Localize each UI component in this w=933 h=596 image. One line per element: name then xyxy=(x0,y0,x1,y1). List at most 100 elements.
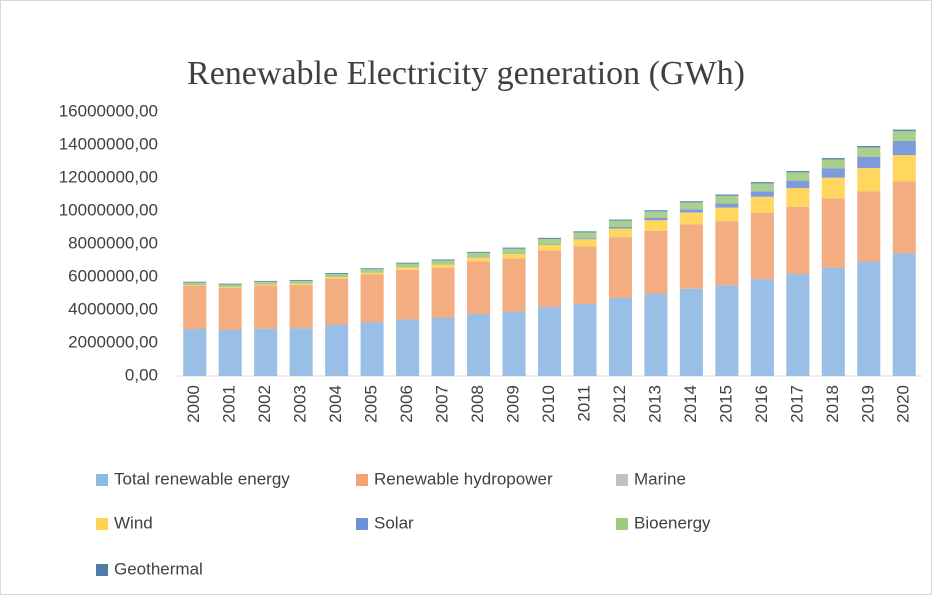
bar-segment xyxy=(644,230,668,294)
bar-segment xyxy=(644,293,668,376)
bar-segment xyxy=(679,209,703,213)
bar-segment xyxy=(679,224,703,289)
x-tick-label: 2006 xyxy=(397,385,416,423)
bar-segment xyxy=(254,284,278,286)
bar-segment xyxy=(183,285,207,329)
bar-segment xyxy=(218,287,242,288)
bar-segment xyxy=(502,253,526,259)
legend-label: Renewable hydropower xyxy=(374,469,553,488)
bar-segment xyxy=(183,285,207,286)
y-tick-label: 6000000,00 xyxy=(68,266,158,285)
bar-segment xyxy=(892,155,916,182)
bar-segment xyxy=(821,159,845,169)
bar-segment xyxy=(715,195,739,204)
bar-segment xyxy=(325,273,349,278)
x-tick-label: 2016 xyxy=(752,385,771,423)
bar-segment xyxy=(679,212,703,225)
bar-segment xyxy=(467,251,491,253)
bar-segment xyxy=(467,261,491,314)
bar-segment xyxy=(644,211,668,218)
bar-segment xyxy=(715,207,739,222)
bar-segment xyxy=(289,328,313,376)
bar-segment xyxy=(325,324,349,376)
bar-segment xyxy=(431,259,455,261)
bar-segment xyxy=(786,170,810,173)
bar-segment xyxy=(467,252,491,258)
x-tick-label: 2012 xyxy=(610,385,629,423)
bar-segment xyxy=(360,272,384,275)
bar-segment xyxy=(715,194,739,196)
bar-segment xyxy=(608,237,632,298)
bar-segment xyxy=(715,221,739,286)
bar-segment xyxy=(786,206,810,275)
bar-segment xyxy=(857,156,881,169)
bar-segment xyxy=(892,131,916,142)
y-tick-label: 16000000,00 xyxy=(59,101,158,120)
bar-segment xyxy=(573,232,597,239)
legend-swatch xyxy=(356,518,368,530)
bar-segment xyxy=(608,226,632,229)
bar-segment xyxy=(289,279,313,281)
legend-label: Total renewable energy xyxy=(114,469,290,488)
bar-segment xyxy=(857,191,881,262)
bar-segment xyxy=(821,158,845,160)
bar-segment xyxy=(537,244,562,245)
bar-segment xyxy=(218,283,242,285)
bar-segment xyxy=(644,210,668,212)
legend-label: Marine xyxy=(634,469,686,488)
bar-segment xyxy=(715,285,739,376)
bar-segment xyxy=(892,181,916,254)
y-tick-label: 2000000,00 xyxy=(68,332,158,351)
bar-segment xyxy=(289,284,313,329)
legend-swatch xyxy=(356,474,368,486)
bar-segment xyxy=(254,328,278,376)
bar-segment xyxy=(254,281,278,285)
x-tick-label: 2002 xyxy=(255,385,274,423)
bar-segment xyxy=(821,267,845,376)
bar-segment xyxy=(786,172,810,181)
bar-segment xyxy=(467,257,491,262)
bar-segment xyxy=(857,261,881,376)
bar-segment xyxy=(857,168,881,192)
bar-segment xyxy=(467,313,491,376)
bar-segment xyxy=(360,268,384,270)
legend-label: Bioenergy xyxy=(634,513,711,532)
y-tick-label: 12000000,00 xyxy=(59,167,158,186)
bar-segment xyxy=(325,273,349,274)
bar-segment xyxy=(750,191,774,197)
bar-segment xyxy=(608,220,632,227)
bar-segment xyxy=(289,283,313,285)
bar-segment xyxy=(786,274,810,376)
legend-label: Geothermal xyxy=(114,559,203,578)
y-tick-label: 0,00 xyxy=(125,365,158,384)
bar-segment xyxy=(892,129,916,132)
x-tick-label: 2019 xyxy=(858,385,877,423)
bar-segment xyxy=(218,287,242,330)
legend-label: Solar xyxy=(374,513,414,532)
bar-segment xyxy=(750,182,774,184)
bar-segment xyxy=(360,269,384,273)
x-tick-label: 2020 xyxy=(894,385,913,423)
y-tick-label: 14000000,00 xyxy=(59,134,158,153)
x-tick-label: 2003 xyxy=(291,385,310,423)
y-tick-label: 8000000,00 xyxy=(68,233,158,252)
x-tick-label: 2011 xyxy=(574,385,593,422)
bar-segment xyxy=(431,260,455,265)
legend-swatch xyxy=(616,518,628,530)
bar-segment xyxy=(218,284,242,288)
x-tick-label: 2007 xyxy=(433,385,452,423)
bar-segment xyxy=(396,267,420,270)
bar-segment xyxy=(573,246,597,304)
x-tick-label: 2013 xyxy=(645,385,664,423)
legend-swatch xyxy=(616,474,628,486)
bar-segment xyxy=(857,145,881,148)
bar-segment xyxy=(750,212,774,280)
bar-segment xyxy=(289,280,313,284)
x-tick-label: 2018 xyxy=(823,385,842,423)
x-tick-label: 2005 xyxy=(362,385,381,423)
legend-swatch xyxy=(96,518,108,530)
bar-segment xyxy=(431,264,455,268)
y-tick-label: 4000000,00 xyxy=(68,299,158,318)
bar-segment xyxy=(750,279,774,376)
